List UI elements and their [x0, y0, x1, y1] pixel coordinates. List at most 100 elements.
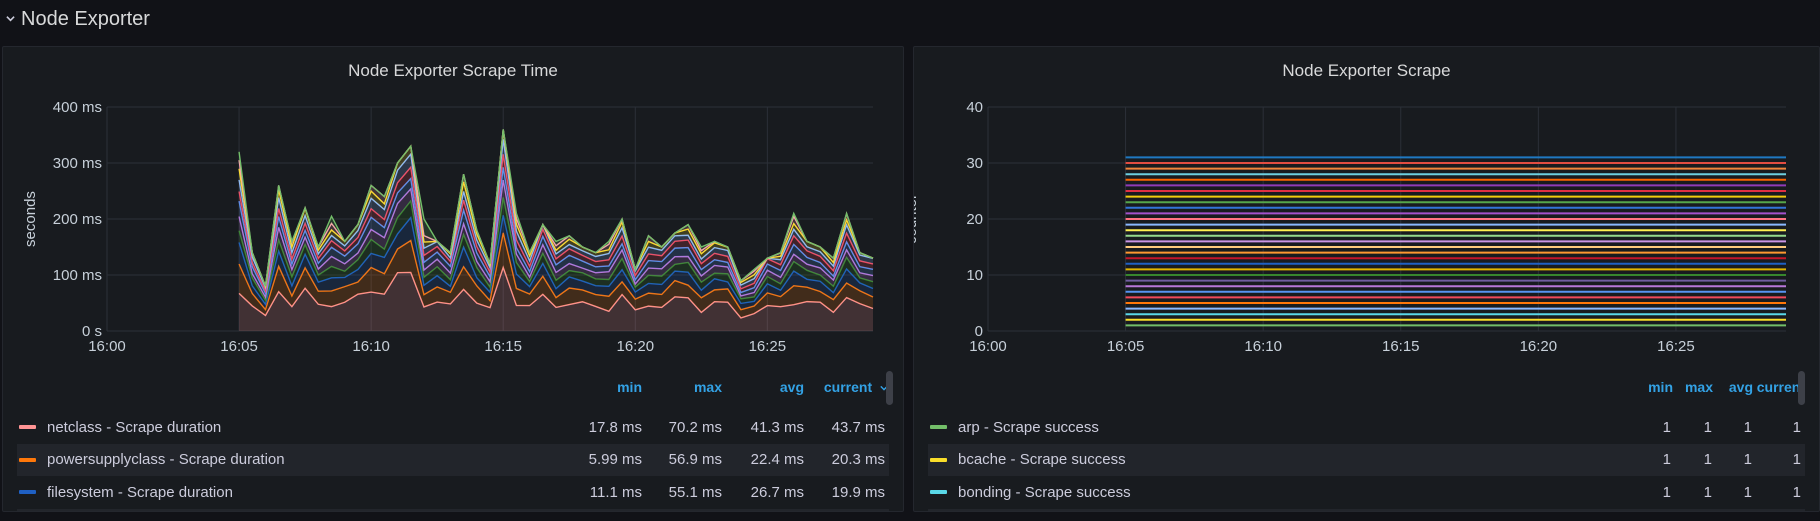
legend-series-name[interactable]: arp - Scrape success: [958, 418, 1099, 436]
series-line: [238, 265, 874, 319]
panel-scrape-time[interactable]: Node Exporter Scrape Time 0 s 100 ms 200 m…: [2, 46, 904, 512]
legend-row[interactable]: netclass - Scrape duration 17.8 ms 70.2 ms…: [17, 411, 889, 443]
legend-color-swatch[interactable]: [930, 490, 947, 494]
x-tick-label: 16:10: [1244, 338, 1282, 355]
y-tick-label: 200 ms: [53, 211, 102, 228]
legend-value-max: 1: [1703, 451, 1712, 468]
scrape-time-chart: 0 s 100 ms 200 ms 300 ms 400 ms 16:00 16:05 16:…: [22, 99, 874, 355]
legend-color-swatch[interactable]: [930, 425, 947, 429]
row-header[interactable]: Node Exporter: [0, 0, 1820, 38]
y-tick-label: 40: [966, 99, 983, 116]
panel-scrape-success[interactable]: Node Exporter Scrape 0 10 20 30 40 16:00 16:05…: [913, 46, 1820, 512]
legend-header-max[interactable]: max: [1684, 379, 1713, 395]
area-series: [239, 215, 873, 310]
x-tick-label: 16:00: [969, 338, 1007, 355]
series-line: [238, 179, 874, 300]
legend-value-current: 1: [1792, 451, 1801, 468]
series-line: [238, 129, 874, 287]
legend-value-min: 1: [1662, 418, 1671, 436]
series-line: [238, 167, 874, 296]
legend-header-max[interactable]: max: [693, 379, 722, 395]
x-tick-label: 16:15: [484, 338, 522, 355]
legend-header-current-label: current: [823, 379, 873, 395]
x-tick-label: 16:20: [1520, 338, 1558, 355]
area-series: [239, 267, 873, 331]
legend-color-swatch[interactable]: [930, 457, 947, 462]
legend-value-max: 70.2 ms: [668, 418, 722, 436]
series-line: [238, 215, 874, 306]
legend: min max avg current netclass - Scrape du…: [17, 367, 889, 511]
x-tick-label: 16:05: [1107, 338, 1145, 355]
legend-value-current: 43.7 ms: [831, 418, 885, 436]
series-line: [238, 232, 874, 312]
legend-value-avg: 1: [1743, 483, 1752, 501]
legend-color-swatch[interactable]: [19, 457, 36, 462]
legend-header-min[interactable]: min: [1648, 379, 1673, 395]
legend-value-max: 55.1 ms: [668, 483, 722, 501]
y-tick-label: 20: [966, 211, 983, 228]
row-title: Node Exporter: [21, 7, 150, 30]
legend: min max avg current arp - Scrape success…: [928, 367, 1805, 511]
legend-value-max: 1: [1703, 483, 1712, 501]
legend-value-avg: 41.3 ms: [750, 418, 804, 436]
x-tick-label: 16:25: [749, 338, 787, 355]
legend-series-name[interactable]: bonding - Scrape success: [958, 483, 1131, 501]
area-series: [239, 139, 873, 291]
legend-value-min: 1: [1662, 483, 1671, 501]
y-axis-label: seconds: [22, 191, 39, 247]
y-axis-label: counter: [914, 194, 920, 244]
legend-series-name[interactable]: bcache - Scrape success: [958, 451, 1126, 468]
area-series: [239, 154, 873, 294]
legend-value-min: 5.99 ms: [588, 451, 642, 468]
legend-header-avg[interactable]: avg: [1728, 379, 1753, 395]
area-series: [239, 129, 873, 288]
x-tick-label: 16:05: [220, 338, 258, 355]
legend-scrollbar[interactable]: [886, 371, 893, 405]
x-tick-label: 16:10: [352, 338, 390, 355]
legend-value-max: 1: [1703, 418, 1712, 436]
legend-value-min: 11.1 ms: [589, 483, 642, 501]
area-series: [239, 167, 873, 298]
x-tick-label: 16:15: [1382, 338, 1420, 355]
chevron-down-icon[interactable]: [6, 10, 15, 26]
area-series: [239, 180, 873, 301]
legend-value-current: 20.3 ms: [831, 451, 885, 468]
panel-title: Node Exporter Scrape Time: [348, 61, 558, 80]
legend-series-name[interactable]: powersupplyclass - Scrape duration: [47, 451, 285, 468]
legend-row[interactable]: filesystem - Scrape duration 11.1 ms 55.1 …: [17, 476, 889, 508]
legend-row[interactable]: powersupplyclass - Scrape duration 5.99 m…: [17, 443, 889, 476]
y-tick-label: 400 ms: [53, 99, 102, 116]
legend-row[interactable]: bonding - Scrape success 1 1 1 1: [928, 476, 1805, 508]
y-tick-label: 30: [966, 155, 983, 172]
legend-value-avg: 1: [1743, 451, 1752, 468]
legend-rows: netclass - Scrape duration 17.8 ms 70.2 ms…: [17, 411, 889, 511]
legend-row[interactable]: arp - Scrape success 1 1 1 1: [928, 411, 1805, 443]
legend-header-current[interactable]: current: [1756, 379, 1805, 395]
legend-row[interactable]: infiniband - Scrape duration21.6 ms16.9 …: [17, 508, 889, 511]
legend-series-name[interactable]: filesystem - Scrape duration: [47, 483, 233, 501]
y-tick-label: 300 ms: [53, 155, 102, 172]
legend-header-avg[interactable]: avg: [779, 379, 804, 395]
legend-color-swatch[interactable]: [19, 490, 36, 494]
legend-value-avg: 22.4 ms: [750, 451, 804, 468]
legend-header-min[interactable]: min: [617, 379, 642, 395]
legend-value-current: 1: [1792, 418, 1801, 436]
series-line: [238, 197, 874, 303]
panel-title: Node Exporter Scrape: [1282, 61, 1451, 80]
y-tick-label: 10: [966, 267, 983, 284]
legend-row[interactable]: bcache - Scrape success 1 1 1 1: [928, 443, 1805, 476]
legend-series-name[interactable]: netclass - Scrape duration: [47, 418, 222, 436]
legend-color-swatch[interactable]: [19, 425, 36, 429]
legend-value-max: 56.9 ms: [668, 451, 722, 468]
legend-value-current: 19.9 ms: [831, 483, 885, 501]
legend-header-current[interactable]: current: [807, 379, 889, 403]
legend-value-min: 1: [1662, 451, 1671, 468]
x-tick-label: 16:20: [617, 338, 655, 355]
legend-scrollbar[interactable]: [1798, 371, 1805, 405]
legend-value-current: 1: [1792, 483, 1801, 501]
area-series: [239, 232, 873, 318]
y-tick-label: 0: [975, 323, 983, 340]
legend-value-avg: 26.7 ms: [750, 483, 804, 501]
y-tick-label: 0 s: [82, 323, 102, 340]
